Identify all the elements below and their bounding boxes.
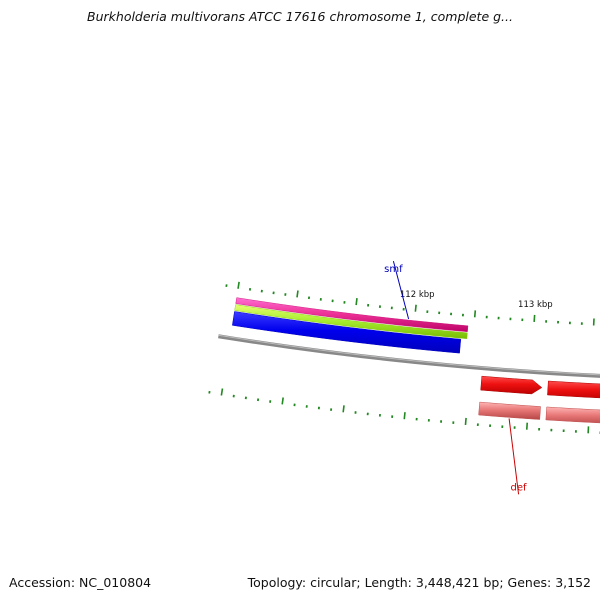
tick-mark xyxy=(473,310,477,318)
backbone-line xyxy=(218,334,600,378)
tick-mark xyxy=(464,417,467,426)
outer-tick-ring xyxy=(208,388,600,434)
backbone-track xyxy=(218,334,600,378)
tick-mark xyxy=(281,397,284,405)
leader-line-def xyxy=(508,418,520,495)
leader-line-smf xyxy=(392,260,410,320)
minus-track-0[interactable] xyxy=(234,304,468,339)
inner-tick-ring xyxy=(225,281,595,326)
scale-label: 113 kbp xyxy=(518,300,553,310)
tick-mark xyxy=(403,412,406,420)
cds-arrow-0[interactable] xyxy=(480,375,543,395)
gene-label-def[interactable]: def xyxy=(511,482,528,493)
plus-strand-features xyxy=(478,375,600,426)
tick-mark xyxy=(220,388,224,396)
backbone-highlight xyxy=(218,334,600,376)
map-title: Burkholderia multivorans ATCC 17616 chro… xyxy=(87,9,513,24)
topology-text: Topology: circular; Length: 3,448,421 bp… xyxy=(247,575,591,590)
gene-label-smf[interactable]: smf xyxy=(384,264,403,275)
scale-label: 112 kbp xyxy=(400,290,435,300)
minus-strand-features xyxy=(232,297,469,354)
minus-track-1[interactable] xyxy=(235,297,469,332)
gene-block-fmt[interactable] xyxy=(545,406,600,426)
cds-arrow-1[interactable] xyxy=(547,380,600,400)
tick-mark xyxy=(355,298,358,306)
gene-labels: deffmtBMULJ_00108htpXsunBMULJ_00111smf xyxy=(384,260,528,495)
tick-mark xyxy=(296,290,299,298)
accession-text: Accession: NC_010804 xyxy=(9,575,152,590)
gene-block-def[interactable] xyxy=(478,401,541,420)
tick-mark xyxy=(414,304,417,312)
gene-block-smf[interactable] xyxy=(232,311,462,354)
tick-mark xyxy=(342,405,345,413)
tick-mark xyxy=(237,281,240,289)
